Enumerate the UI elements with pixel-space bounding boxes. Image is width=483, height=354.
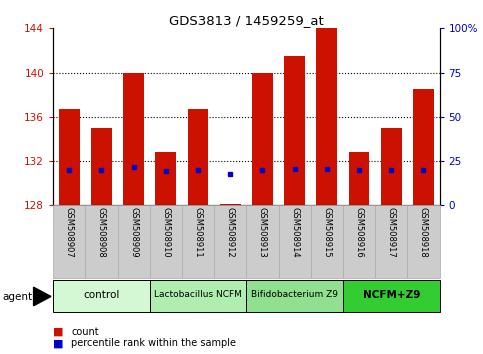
Bar: [349, 152, 369, 205]
Text: GSM508910: GSM508910: [161, 207, 170, 258]
Text: count: count: [71, 327, 99, 337]
Bar: [156, 152, 176, 205]
Bar: [413, 89, 434, 205]
Bar: [85, 205, 117, 278]
Bar: [246, 280, 343, 312]
Text: GSM508913: GSM508913: [258, 207, 267, 258]
Text: ■: ■: [53, 338, 67, 348]
Bar: [123, 73, 144, 205]
Bar: [246, 205, 279, 278]
Text: Lactobacillus NCFM: Lactobacillus NCFM: [154, 290, 242, 299]
Bar: [117, 205, 150, 278]
Bar: [381, 128, 402, 205]
Bar: [279, 205, 311, 278]
Polygon shape: [34, 287, 51, 306]
Bar: [53, 280, 150, 312]
Text: percentile rank within the sample: percentile rank within the sample: [71, 338, 237, 348]
Bar: [284, 56, 305, 205]
Bar: [150, 280, 246, 312]
Bar: [252, 73, 273, 205]
Bar: [343, 280, 440, 312]
Text: control: control: [83, 290, 120, 300]
Bar: [316, 28, 337, 205]
Text: GSM508916: GSM508916: [355, 207, 364, 258]
Bar: [214, 205, 246, 278]
Text: NCFM+Z9: NCFM+Z9: [363, 290, 420, 300]
Text: ■: ■: [53, 327, 67, 337]
Bar: [59, 109, 80, 205]
Text: GSM508909: GSM508909: [129, 207, 138, 258]
Text: agent: agent: [2, 292, 32, 302]
Text: GSM508911: GSM508911: [194, 207, 202, 258]
Bar: [53, 205, 85, 278]
Text: GSM508908: GSM508908: [97, 207, 106, 258]
Text: Bifidobacterium Z9: Bifidobacterium Z9: [251, 290, 338, 299]
Text: GSM508915: GSM508915: [322, 207, 331, 258]
Text: GSM508907: GSM508907: [65, 207, 74, 258]
Bar: [182, 205, 214, 278]
Title: GDS3813 / 1459259_at: GDS3813 / 1459259_at: [169, 14, 324, 27]
Bar: [220, 204, 241, 205]
Text: GSM508912: GSM508912: [226, 207, 235, 258]
Bar: [91, 128, 112, 205]
Text: GSM508918: GSM508918: [419, 207, 428, 258]
Bar: [311, 205, 343, 278]
Bar: [187, 109, 209, 205]
Bar: [150, 205, 182, 278]
Bar: [375, 205, 407, 278]
Bar: [343, 205, 375, 278]
Text: GSM508917: GSM508917: [387, 207, 396, 258]
Bar: [407, 205, 440, 278]
Text: GSM508914: GSM508914: [290, 207, 299, 258]
